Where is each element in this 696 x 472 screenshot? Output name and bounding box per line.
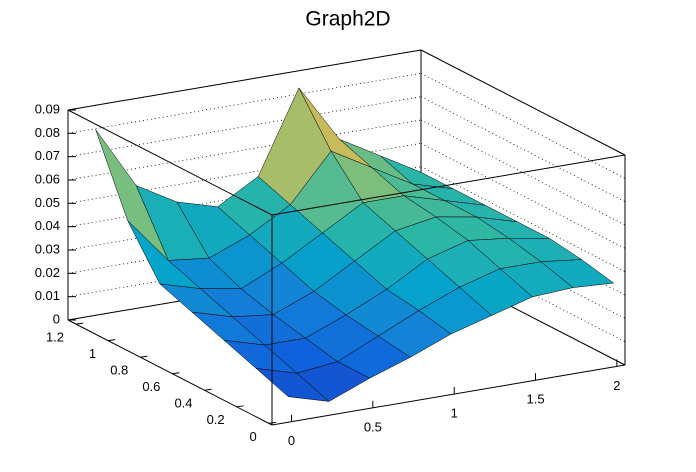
y-tick-label: 0.8 bbox=[110, 363, 128, 378]
surface-patch bbox=[255, 368, 330, 402]
y-tick-label: 0.6 bbox=[142, 379, 160, 394]
z-tick-label: 0.06 bbox=[35, 171, 60, 186]
x-tick-label: 2 bbox=[613, 378, 620, 393]
y-tick bbox=[108, 339, 116, 342]
y-tick bbox=[172, 372, 180, 375]
z-tick-label: 0.04 bbox=[35, 218, 60, 233]
y-tick bbox=[204, 388, 212, 391]
z-tick-label: 0.05 bbox=[35, 195, 60, 210]
x-tick-label: 1 bbox=[451, 405, 458, 420]
box-edge bbox=[271, 154, 626, 216]
y-tick-label: 1 bbox=[89, 346, 96, 361]
z-tick-label: 0.09 bbox=[35, 101, 60, 116]
y-tick-label: 1.2 bbox=[46, 330, 64, 345]
box-edge bbox=[67, 109, 273, 216]
z-tick-label: 0 bbox=[53, 311, 60, 326]
x-tick-label: 1.5 bbox=[526, 392, 544, 407]
z-tick-label: 0.07 bbox=[35, 148, 60, 163]
grid-line bbox=[420, 96, 626, 203]
y-tick bbox=[268, 421, 276, 424]
z-tick-label: 0.08 bbox=[35, 125, 60, 140]
grid-line bbox=[420, 72, 626, 179]
box-edge bbox=[420, 49, 626, 156]
box-edge bbox=[67, 49, 422, 111]
z-tick-label: 0.01 bbox=[35, 288, 60, 303]
y-axis bbox=[67, 319, 273, 426]
grid-line bbox=[67, 96, 422, 158]
y-tick bbox=[140, 355, 148, 358]
y-tick bbox=[236, 405, 244, 408]
y-tick-label: 0 bbox=[250, 429, 257, 444]
z-tick-label: 0.02 bbox=[35, 265, 60, 280]
z-tick-label: 0.03 bbox=[35, 241, 60, 256]
x-tick-label: 0 bbox=[288, 433, 295, 448]
x-tick-label: 0.5 bbox=[364, 419, 382, 434]
chart-title: Graph2D bbox=[305, 8, 390, 31]
grid-line bbox=[67, 72, 422, 134]
y-tick-label: 0.2 bbox=[207, 412, 225, 427]
y-tick-label: 0.4 bbox=[174, 396, 192, 411]
y-tick bbox=[75, 322, 84, 325]
x-axis bbox=[271, 364, 626, 426]
